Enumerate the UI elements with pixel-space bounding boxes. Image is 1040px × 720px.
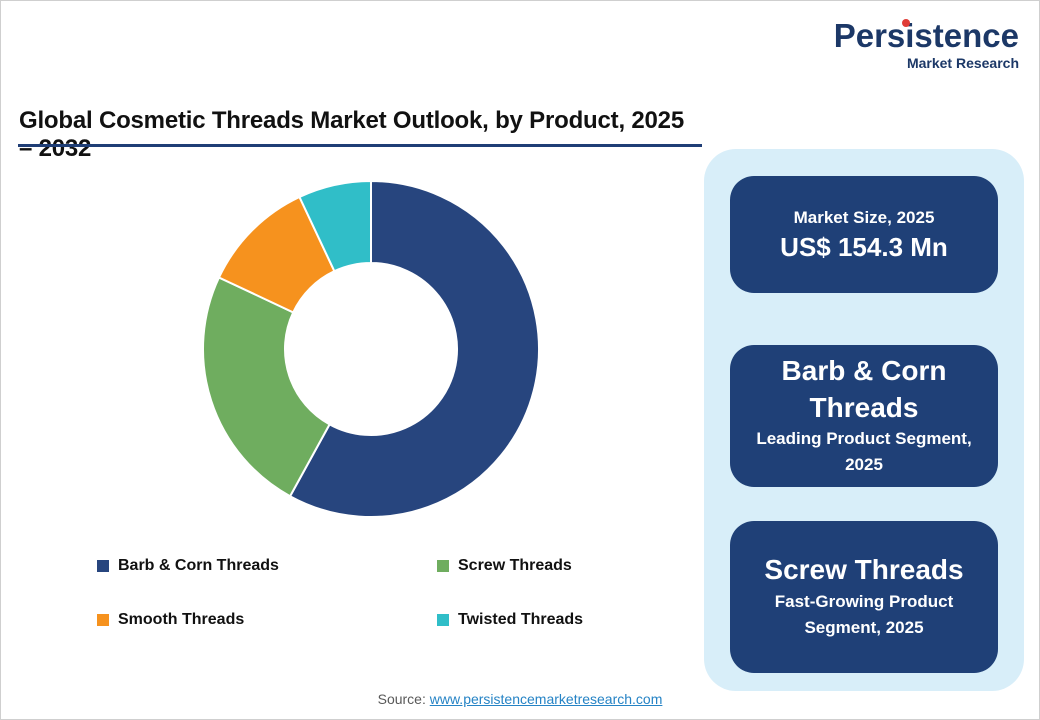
market-size-label: Market Size, 2025: [793, 208, 935, 228]
legend-swatch-icon: [437, 614, 449, 626]
donut-segment-2: [202, 276, 331, 498]
legend-swatch-icon: [97, 560, 109, 572]
fast-growing-segment-card: Screw Threads Fast-Growing Product Segme…: [730, 521, 998, 673]
logo-brand-text: Persistence: [833, 17, 1019, 54]
logo: Persistence Market Research: [834, 19, 1019, 71]
page-title: Global Cosmetic Threads Market Outlook, …: [19, 107, 684, 162]
legend-swatch-icon: [437, 560, 449, 572]
logo-red-dot: [901, 19, 910, 27]
leading-segment-label: Leading Product Segment, 2025: [756, 429, 972, 475]
legend-label: Screw Threads: [458, 557, 572, 574]
donut-segment-4: [298, 179, 372, 273]
leading-segment-name: Barb & Corn Threads: [781, 355, 947, 423]
fast-growing-segment-label: Fast-Growing Product Segment, 2025: [774, 591, 954, 638]
market-size-value: US$ 154.3 Mn: [780, 232, 948, 263]
legend-label: Smooth Threads: [118, 611, 245, 628]
title-underline: [18, 144, 702, 147]
legend-swatch-icon: [97, 614, 109, 626]
highlights-panel: Market Size, 2025 US$ 154.3 Mn Barb & Co…: [704, 149, 1024, 691]
source-line: Source: www.persistencemarketresearch.co…: [1, 691, 1039, 707]
chart-legend: Barb & Corn Threads Screw Threads Smooth T…: [97, 555, 697, 631]
legend-item: Smooth Threads: [97, 609, 437, 631]
legend-label: Twisted Threads: [458, 611, 584, 628]
fast-growing-segment-name: Screw Threads: [764, 554, 964, 586]
leading-segment-card: Barb & Corn Threads Leading Product Segm…: [730, 345, 998, 487]
market-size-card: Market Size, 2025 US$ 154.3 Mn: [730, 176, 998, 293]
donut-segment-1: [288, 179, 540, 518]
legend-item: Screw Threads: [437, 555, 697, 577]
legend-item: Barb & Corn Threads: [97, 555, 437, 577]
logo-subtext: Market Research: [906, 55, 1019, 71]
source-link[interactable]: www.persistencemarketresearch.com: [429, 691, 663, 707]
legend-label: Barb & Corn Threads: [118, 557, 279, 574]
donut-chart-svg: [202, 179, 540, 518]
source-label: Source:: [377, 691, 426, 707]
donut-chart: [199, 177, 543, 521]
legend-item: Twisted Threads: [437, 609, 697, 631]
logo-brand: Persistence: [834, 19, 1019, 52]
